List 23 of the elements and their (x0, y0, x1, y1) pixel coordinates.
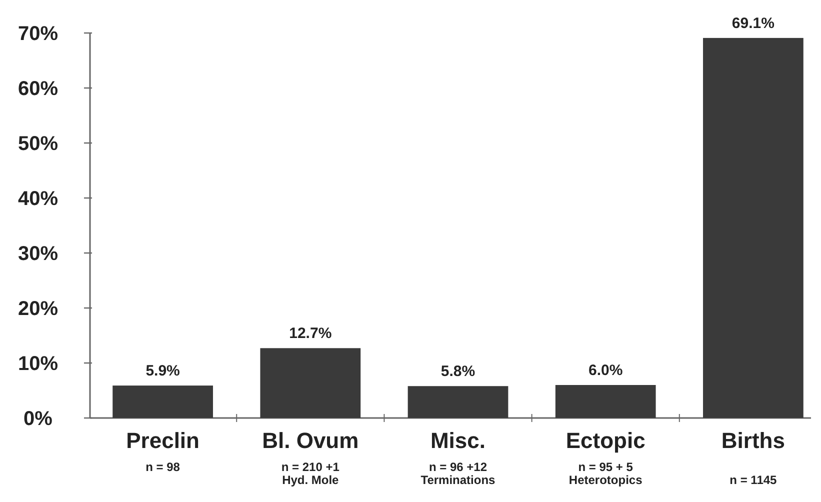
data-label: 12.7% (289, 325, 332, 342)
x-tick-label: Births n = 1145 (721, 428, 785, 487)
y-tick-label: 50% (18, 133, 58, 155)
bar (112, 386, 213, 418)
bar (703, 38, 804, 418)
x-tick-label: Ectopic n = 95 + 5 Heterotopics (566, 428, 646, 487)
data-label: 6.0% (588, 362, 623, 379)
bar (555, 385, 656, 418)
data-label: 5.8% (440, 363, 476, 380)
y-tick-label: 20% (18, 298, 58, 320)
y-tick-label: 10% (18, 353, 58, 375)
y-tick-label: 0% (24, 408, 53, 430)
y-tick-label: 30% (18, 243, 58, 265)
y-tick-label: 40% (18, 188, 58, 210)
x-tick-label: Preclin n = 98 (126, 428, 200, 474)
data-label: 69.1% (732, 14, 774, 32)
bar (260, 348, 361, 418)
y-tick-label: 70% (18, 23, 58, 45)
data-label: 5.9% (146, 362, 180, 380)
y-tick-label: 60% (18, 78, 58, 100)
x-tick-label: Misc. n = 96 +12 Terminations (420, 428, 496, 487)
x-tick-label: Bl. Ovum n = 210 +1 Hyd. Mole (262, 428, 359, 487)
bar (408, 386, 508, 418)
